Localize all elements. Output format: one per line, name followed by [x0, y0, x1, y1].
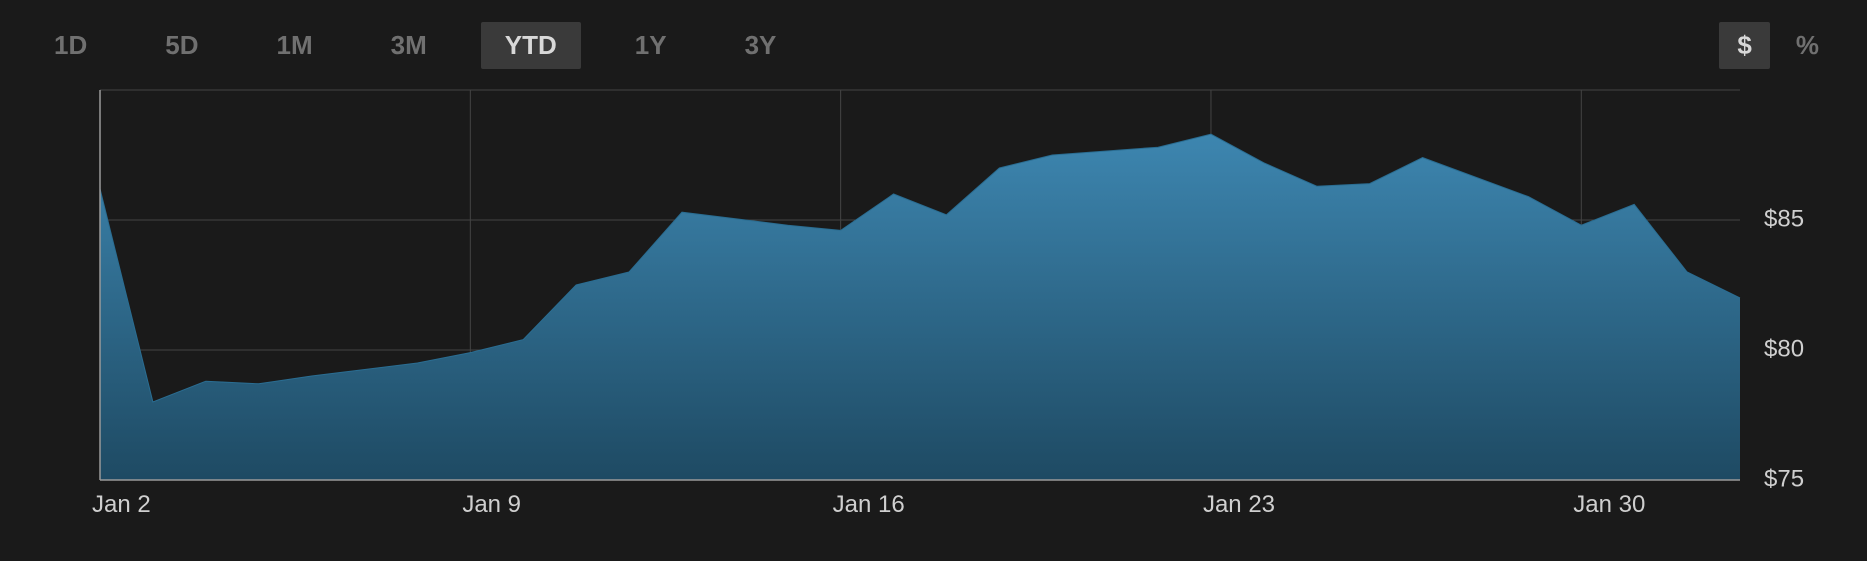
- range-tab-1d[interactable]: 1D: [30, 22, 111, 69]
- unit-toggle: $%: [1711, 22, 1837, 69]
- unit-btn-percent[interactable]: %: [1778, 22, 1837, 69]
- unit-btn-dollar[interactable]: $: [1719, 22, 1769, 69]
- y-axis-label: $85: [1764, 205, 1804, 232]
- x-axis-label: Jan 16: [833, 491, 905, 518]
- chart-toolbar: 1D 5D 1M 3M YTD 1Y 3Y $%: [30, 20, 1837, 70]
- price-chart: $75 $80 $85 Jan 2 Jan 9 Jan 16 Jan 23 Jan 30: [30, 80, 1837, 551]
- range-tab-5d[interactable]: 5D: [141, 22, 222, 69]
- range-tab-1m[interactable]: 1M: [253, 22, 337, 69]
- y-axis-label: $75: [1764, 465, 1804, 492]
- x-axis-label: Jan 30: [1573, 491, 1645, 518]
- x-axis-label: Jan 23: [1203, 491, 1275, 518]
- range-tab-3y[interactable]: 3Y: [721, 22, 801, 69]
- range-tab-ytd[interactable]: YTD: [481, 22, 581, 69]
- range-tabs: 1D 5D 1M 3M YTD 1Y 3Y: [30, 22, 830, 69]
- y-axis-label: $80: [1764, 335, 1804, 362]
- chart-svg: $75 $80 $85 Jan 2 Jan 9 Jan 16 Jan 23 Jan 30: [30, 80, 1837, 550]
- range-tab-1y[interactable]: 1Y: [611, 22, 691, 69]
- area-fill: [100, 134, 1740, 480]
- x-axis-label: Jan 2: [92, 491, 151, 518]
- chart-container: 1D 5D 1M 3M YTD 1Y 3Y $% $75 $80 $85 Jan 2 Jan 9 Ja…: [0, 0, 1867, 561]
- range-tab-3m[interactable]: 3M: [367, 22, 451, 69]
- x-axis-label: Jan 9: [462, 491, 521, 518]
